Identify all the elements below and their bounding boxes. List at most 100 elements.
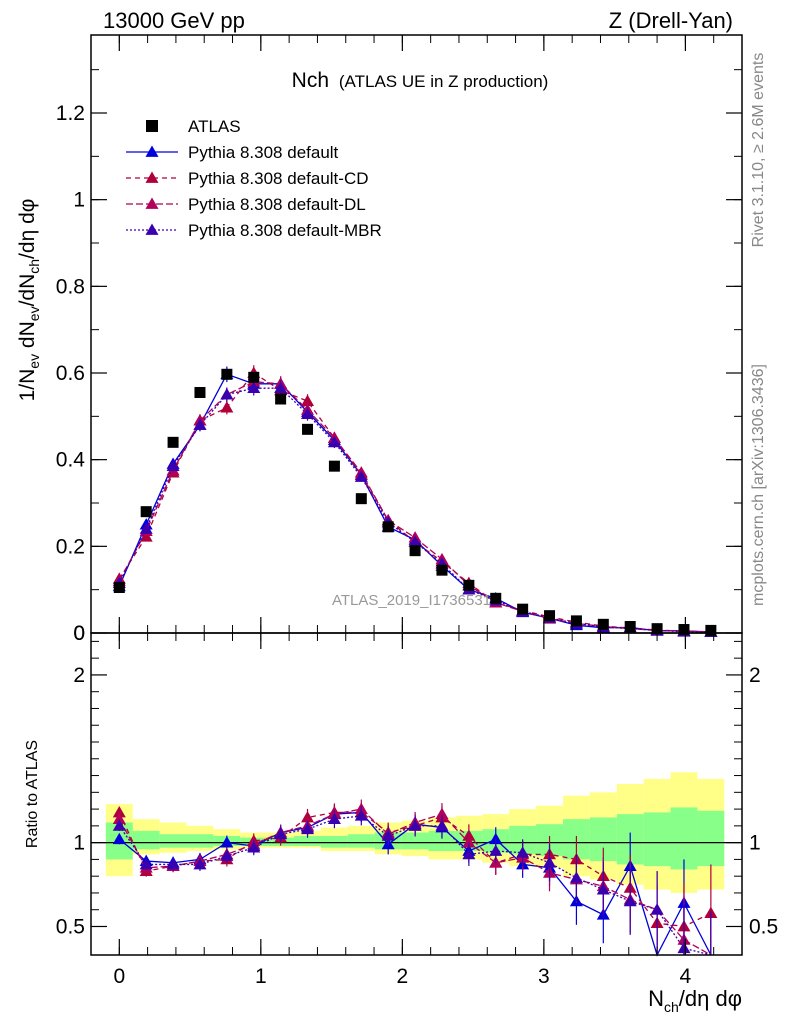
main-point-mbr — [139, 522, 153, 534]
legend-marker-default — [145, 145, 159, 157]
legend-label: Pythia 8.308 default-CD — [188, 169, 369, 188]
header-left: 13000 GeV pp — [103, 8, 245, 33]
ratio-point-mbr — [301, 822, 315, 835]
ratio-point-cd — [112, 805, 126, 818]
ratio-point-dl — [112, 812, 126, 825]
main-point-atlas — [194, 387, 206, 398]
main-ytick-label: 0.4 — [56, 449, 86, 472]
ratio-point-mbr — [489, 844, 503, 856]
main-point-mbr — [408, 535, 422, 547]
main-point-atlas — [436, 564, 448, 576]
xtick-label: 0 — [113, 965, 125, 988]
main-point-mbr — [247, 381, 261, 394]
plot-title-sub: (ATLAS UE in Z production) — [339, 72, 548, 91]
main-point-atlas — [517, 603, 529, 615]
band-inner — [428, 830, 456, 852]
ratio-ytick-label: 2 — [73, 664, 85, 687]
main-ytick-label: 0 — [73, 622, 85, 645]
ratio-ytick-label: 1 — [73, 832, 85, 855]
xtick-label: 2 — [397, 965, 409, 988]
main-ytick-label: 0.2 — [56, 535, 85, 558]
main-point-atlas — [167, 436, 179, 448]
ratio-ytick-label-right: 2 — [749, 664, 761, 687]
legend-label: ATLAS — [188, 117, 241, 136]
legend-label: Pythia 8.308 default-DL — [188, 195, 366, 214]
ratio-point-mbr — [623, 894, 637, 907]
main-point-atlas — [221, 368, 233, 380]
main-line-mbr — [118, 387, 711, 633]
ratio-point-mbr — [274, 827, 288, 840]
main-point-atlas — [678, 624, 690, 636]
mcplots-label: mcplots.cern.ch [arXiv:1306.3436] — [750, 364, 767, 606]
plot-title-main: Nch — [292, 69, 329, 92]
main-point-atlas — [409, 545, 421, 557]
legend: ATLAS Pythia 8.308 default Pythia 8.308 de… — [126, 117, 382, 240]
main-point-mbr — [354, 470, 368, 482]
ratio-point-mbr — [408, 819, 422, 831]
legend-entry: ATLAS — [146, 117, 241, 136]
main-point-atlas — [302, 423, 314, 435]
ratio-point-mbr — [354, 809, 368, 821]
main-panel: 00.20.40.60.811.20 Nch (ATLAS UE in Z pr… — [56, 34, 743, 645]
main-y-axis-label: 1/Nev dNev/dNch/dη dφ — [16, 199, 42, 402]
ratio-point-mbr — [193, 857, 207, 870]
watermark: ATLAS_2019_I1736531 — [332, 592, 491, 609]
ratio-ytick-label-right: 0.5 — [749, 915, 778, 938]
legend-marker-mbr — [145, 223, 159, 235]
main-series-atlas — [113, 368, 717, 636]
xtick-label: 4 — [680, 965, 692, 988]
main-point-atlas — [705, 624, 717, 636]
rivet-label: Rivet 3.1.10, ≥ 2.6M events — [750, 53, 767, 248]
band-inner — [643, 812, 671, 867]
legend-marker-atlas — [146, 120, 158, 132]
ratio-point-mbr — [327, 812, 341, 825]
band-inner — [186, 834, 214, 848]
legend-label: Pythia 8.308 default-MBR — [188, 221, 382, 240]
main-point-atlas — [140, 506, 152, 518]
ratio-ytick-label-right: 1 — [749, 832, 761, 855]
ratio-point-mbr — [596, 883, 610, 895]
ratio-point-cd — [301, 810, 315, 823]
band-inner — [670, 807, 698, 870]
ratio-point-default — [112, 832, 126, 845]
main-point-atlas — [355, 493, 367, 505]
ratio-point-mbr — [247, 841, 261, 853]
xtick-label: 1 — [255, 965, 267, 988]
ratio-point-mbr — [112, 819, 126, 831]
main-ytick-label: 0.6 — [56, 362, 85, 385]
main-point-atlas — [113, 582, 125, 593]
legend-marker-dl — [145, 197, 159, 209]
main-point-atlas — [490, 592, 502, 604]
ratio-point-mbr — [139, 857, 153, 870]
main-ytick-label-zero: 0 — [73, 622, 85, 645]
legend-entry: Pythia 8.308 default — [126, 143, 339, 162]
ratio-point-mbr — [516, 846, 530, 858]
ratio-panel: 0.5 0.5 1 1 2 2 0 1 2 3 4 — [56, 632, 778, 988]
main-point-atlas — [275, 393, 287, 405]
legend-entry: Pythia 8.308 default-DL — [126, 195, 366, 214]
main-point-mbr — [220, 388, 234, 400]
main-point-atlas — [463, 579, 475, 591]
main-point-cd — [301, 394, 315, 407]
main-point-atlas — [328, 460, 340, 472]
ratio-point-mbr — [220, 849, 234, 861]
header-right: Z (Drell-Yan) — [609, 8, 733, 33]
ratio-point-mbr — [677, 941, 691, 954]
plot-title: Nch (ATLAS UE in Z production) — [292, 69, 549, 92]
band-inner — [132, 830, 160, 850]
ratio-y-axis-label: Ratio to ATLAS — [24, 740, 41, 848]
ratio-frame — [90, 632, 743, 956]
ratio-point-mbr — [569, 871, 583, 883]
ratio-series-mbr — [112, 806, 712, 956]
band-inner — [294, 835, 321, 846]
main-point-mbr — [301, 407, 315, 420]
main-point-atlas — [248, 371, 260, 383]
main-point-atlas — [570, 615, 582, 627]
xtick-label: 3 — [538, 965, 550, 988]
x-axis-label: Nch/dη dφ — [648, 986, 742, 1015]
main-point-mbr — [166, 459, 180, 472]
ratio-point-mbr — [435, 819, 449, 831]
band-inner — [320, 835, 348, 848]
ratio-point-dl — [462, 836, 476, 848]
